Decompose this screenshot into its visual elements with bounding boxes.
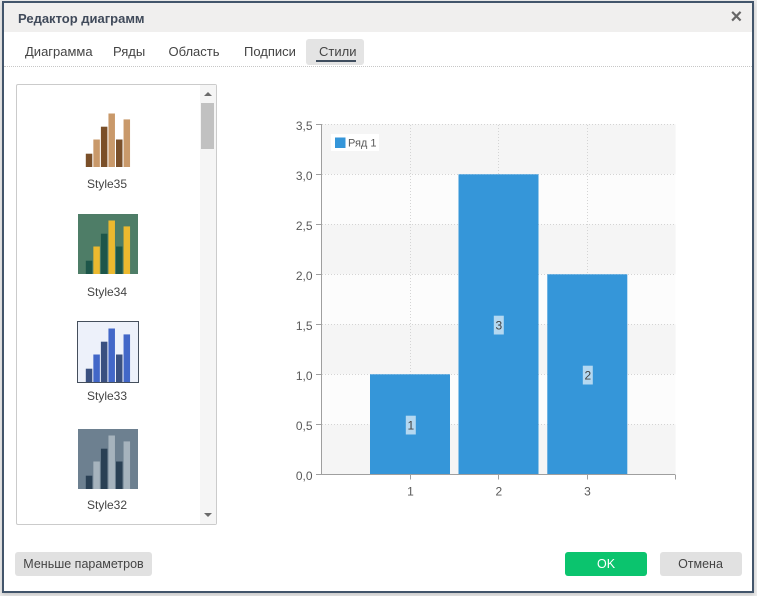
svg-text:3,0: 3,0 bbox=[296, 169, 313, 183]
svg-text:3: 3 bbox=[584, 484, 591, 498]
svg-text:0,0: 0,0 bbox=[296, 469, 313, 483]
svg-text:0,5: 0,5 bbox=[296, 419, 313, 433]
svg-text:2,0: 2,0 bbox=[296, 269, 313, 283]
svg-text:1,0: 1,0 bbox=[296, 369, 313, 383]
svg-text:3,5: 3,5 bbox=[296, 119, 313, 133]
svg-text:3: 3 bbox=[495, 318, 502, 332]
svg-text:Ряд 1: Ряд 1 bbox=[348, 138, 377, 150]
svg-text:1,5: 1,5 bbox=[296, 319, 313, 333]
svg-text:2,5: 2,5 bbox=[296, 219, 313, 233]
svg-text:2: 2 bbox=[496, 484, 503, 498]
svg-text:1: 1 bbox=[407, 418, 414, 432]
svg-text:2: 2 bbox=[584, 368, 591, 382]
svg-text:1: 1 bbox=[407, 484, 414, 498]
